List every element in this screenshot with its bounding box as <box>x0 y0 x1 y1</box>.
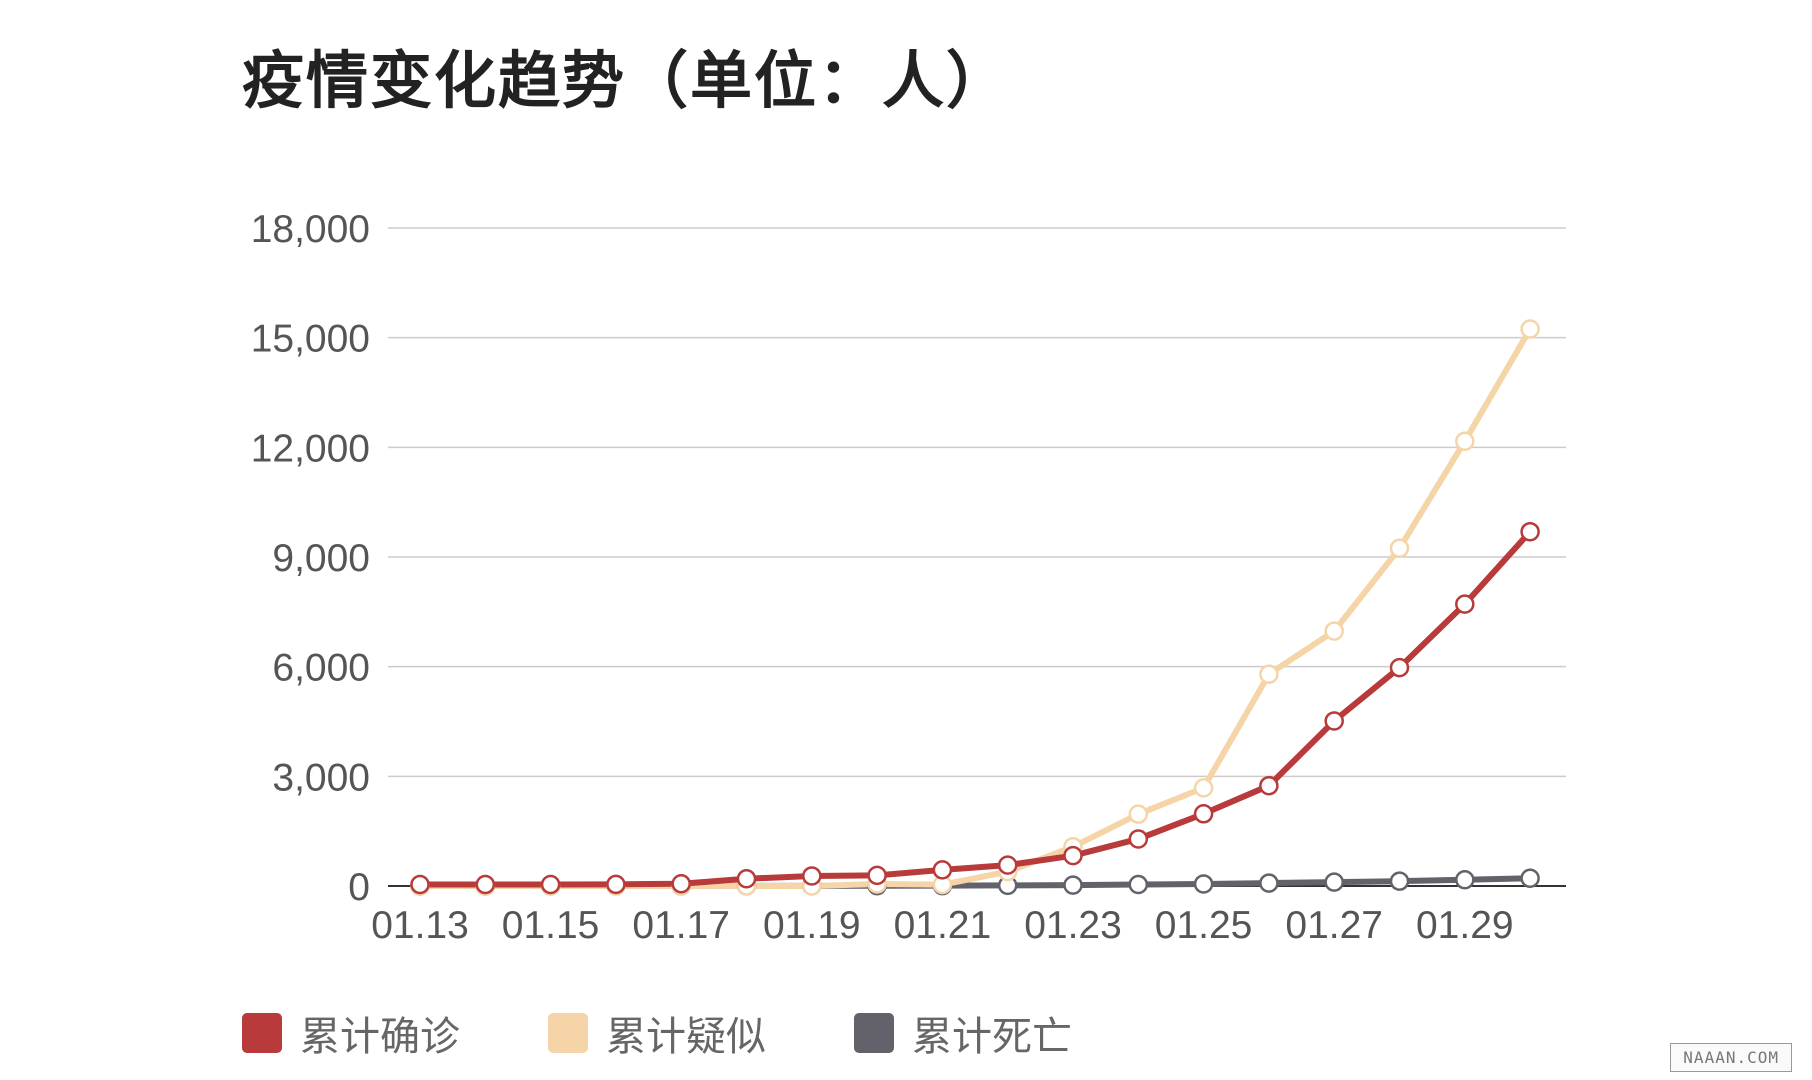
data-point-confirmed[interactable] <box>1324 711 1344 731</box>
data-point-deaths[interactable] <box>1193 874 1214 894</box>
data-point-confirmed[interactable] <box>540 874 561 895</box>
data-point-deaths[interactable] <box>1455 870 1475 890</box>
legend-label-suspected: 累计疑似 <box>606 1014 766 1060</box>
x-tick-label: 01.23 <box>1024 904 1122 947</box>
x-axis-tick-labels: 01.13 01.15 01.17 01.19 01.21 01.23 01.25 01.27… <box>371 904 1513 947</box>
legend-item-deaths[interactable]: 累计死亡 <box>854 1004 1072 1062</box>
data-point-confirmed[interactable] <box>736 869 757 889</box>
data-point-deaths[interactable] <box>1520 868 1540 888</box>
data-point-suspected[interactable] <box>1324 621 1344 641</box>
legend-label-deaths: 累计死亡 <box>912 1014 1072 1060</box>
data-point-suspected[interactable] <box>1389 538 1410 559</box>
x-tick-label: 01.15 <box>502 904 600 947</box>
data-point-confirmed[interactable] <box>867 865 887 886</box>
data-point-suspected[interactable] <box>1455 431 1475 451</box>
data-point-confirmed[interactable] <box>410 874 430 895</box>
data-point-confirmed[interactable] <box>1520 521 1540 542</box>
legend: 累计确诊 累计疑似 累计死亡 <box>242 1004 1160 1062</box>
data-point-confirmed[interactable] <box>1389 657 1410 678</box>
x-tick-label: 01.13 <box>371 904 469 947</box>
data-point-confirmed[interactable] <box>1259 775 1279 796</box>
x-tick-label: 01.29 <box>1416 904 1514 947</box>
y-tick-label: 3,000 <box>272 756 370 799</box>
series-lines <box>417 325 1534 889</box>
chart-title: 疫情变化趋势（单位：人） <box>242 44 1011 117</box>
data-point-confirmed[interactable] <box>1193 804 1214 824</box>
data-point-confirmed[interactable] <box>606 874 626 895</box>
legend-swatch-suspected <box>548 1013 588 1053</box>
data-point-confirmed[interactable] <box>671 873 691 894</box>
data-point-suspected[interactable] <box>1520 319 1540 339</box>
legend-label-confirmed: 累计确诊 <box>300 1014 460 1060</box>
x-tick-label: 01.27 <box>1285 904 1383 947</box>
watermark: NAAAN.COM <box>1670 1043 1792 1072</box>
data-point-confirmed[interactable] <box>1128 829 1149 849</box>
data-point-confirmed[interactable] <box>1063 845 1083 866</box>
x-tick-label: 01.19 <box>763 904 861 947</box>
data-point-deaths[interactable] <box>1259 873 1279 893</box>
x-tick-label: 01.21 <box>894 904 992 947</box>
data-point-suspected[interactable] <box>1259 664 1279 684</box>
data-point-deaths[interactable] <box>1389 871 1410 891</box>
y-tick-label: 12,000 <box>251 427 370 470</box>
grid-lines <box>388 227 1566 778</box>
data-point-deaths[interactable] <box>1128 874 1149 895</box>
series-points <box>410 319 1540 896</box>
data-point-suspected[interactable] <box>1128 804 1149 824</box>
data-point-deaths[interactable] <box>1063 875 1083 895</box>
y-tick-label: 15,000 <box>251 318 370 361</box>
y-tick-label: 9,000 <box>272 537 370 580</box>
legend-item-suspected[interactable]: 累计疑似 <box>548 1004 766 1062</box>
data-point-confirmed[interactable] <box>475 874 496 895</box>
legend-item-confirmed[interactable]: 累计确诊 <box>242 1004 460 1062</box>
x-tick-label: 01.25 <box>1155 904 1253 947</box>
data-point-deaths[interactable] <box>1324 872 1344 892</box>
series-line-confirmed <box>417 528 1534 888</box>
legend-swatch-deaths <box>854 1013 894 1053</box>
y-tick-label: 6,000 <box>272 647 370 690</box>
data-point-suspected[interactable] <box>1193 778 1214 798</box>
y-tick-label: 0 <box>348 866 370 909</box>
x-tick-label: 01.17 <box>632 904 730 947</box>
legend-swatch-confirmed <box>242 1013 282 1053</box>
data-point-confirmed[interactable] <box>1455 594 1475 614</box>
data-point-confirmed[interactable] <box>932 860 953 880</box>
y-tick-label: 18,000 <box>251 208 370 251</box>
data-point-confirmed[interactable] <box>997 855 1018 875</box>
y-axis-tick-labels: 0 3,000 6,000 9,000 12,000 15,000 18,000 <box>251 208 370 909</box>
series-line-suspected <box>417 325 1534 889</box>
data-point-confirmed[interactable] <box>802 866 822 886</box>
